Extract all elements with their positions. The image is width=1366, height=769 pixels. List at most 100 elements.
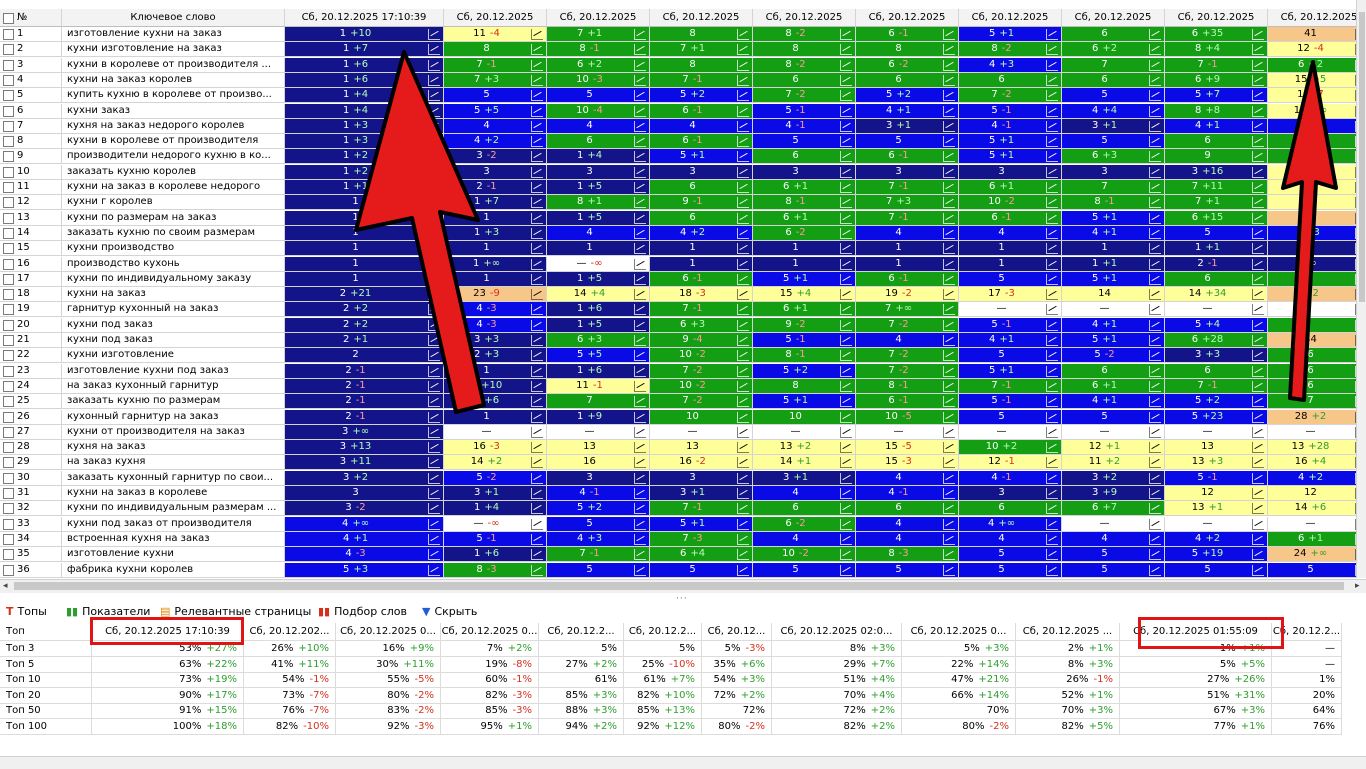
sparkline-icon[interactable] (428, 442, 440, 454)
sparkline-icon[interactable] (840, 120, 852, 132)
sparkline-icon[interactable] (428, 488, 440, 499)
position-cell[interactable]: 9 -1 (650, 195, 753, 211)
sparkline-icon[interactable] (1252, 564, 1264, 576)
position-cell[interactable]: 19 -2 (856, 287, 959, 303)
position-cell[interactable]: 14 +6 (1268, 501, 1366, 517)
position-cell[interactable]: 9 -4 (650, 333, 753, 348)
keyword-cell[interactable]: кухни по индивидуальному заказу (62, 271, 285, 287)
sparkline-icon[interactable] (943, 182, 955, 193)
sparkline-icon[interactable] (1252, 380, 1264, 392)
position-cell[interactable]: 5 +5 (547, 348, 650, 364)
position-cell[interactable]: 6 +1 (753, 180, 856, 195)
row-number-cell[interactable]: 19 (0, 302, 62, 318)
position-cell[interactable]: 5-1 (444, 531, 547, 547)
sparkline-icon[interactable] (840, 350, 852, 362)
table-row[interactable]: 28 кухня на заказ 3 +13 16 -3 13 13 13 +2 15 -5 10 +2… (0, 440, 1366, 456)
tops-column-header-date[interactable]: Сб, 20.12.202... (244, 623, 336, 641)
sparkline-icon[interactable] (1149, 564, 1161, 576)
keyword-cell[interactable]: кухни под заказ от производителя (62, 516, 285, 532)
row-checkbox-icon[interactable] (3, 44, 14, 56)
position-cell[interactable]: 2 -1 (285, 394, 444, 410)
sparkline-icon[interactable] (634, 488, 646, 499)
column-header-number[interactable]: № (0, 9, 62, 27)
sparkline-icon[interactable] (531, 396, 543, 408)
position-cell[interactable]: 5 +4 (1165, 317, 1268, 333)
sparkline-icon[interactable] (428, 533, 440, 545)
sparkline-icon[interactable] (1252, 59, 1264, 71)
keyword-cell[interactable]: кухни производство (62, 241, 285, 257)
position-cell[interactable]: 15 -5 (856, 440, 959, 456)
position-cell[interactable]: 1 +4 (444, 501, 547, 517)
position-cell[interactable]: 3 +∞ (285, 424, 444, 440)
sparkline-icon[interactable] (634, 243, 646, 255)
sparkline-icon[interactable] (1046, 503, 1058, 515)
sparkline-icon[interactable] (1149, 488, 1161, 499)
position-cell[interactable]: — (1062, 302, 1165, 318)
position-cell[interactable]: 7 -1 (650, 302, 753, 318)
keyword-cell[interactable]: производство кухонь (62, 256, 285, 272)
vertical-scrollbar-thumb[interactable] (1359, 12, 1365, 302)
sparkline-icon[interactable] (840, 442, 852, 454)
sparkline-icon[interactable] (634, 564, 646, 576)
sparkline-icon[interactable] (428, 564, 440, 576)
keyword-cell[interactable]: кухня на заказ недорого королев (62, 118, 285, 134)
sparkline-icon[interactable] (1046, 120, 1058, 132)
sparkline-icon[interactable] (840, 564, 852, 576)
sparkline-icon[interactable] (531, 197, 543, 209)
sparkline-icon[interactable] (531, 503, 543, 515)
sparkline-icon[interactable] (634, 182, 646, 193)
position-cell[interactable]: 8 +4 (1165, 42, 1268, 58)
sparkline-icon[interactable] (943, 44, 955, 56)
position-cell[interactable]: 5 (1165, 225, 1268, 241)
sparkline-icon[interactable] (737, 350, 749, 362)
position-cell[interactable]: 3 (650, 164, 753, 180)
position-cell[interactable]: 7 -1 (856, 210, 959, 226)
position-cell[interactable]: 16 (547, 455, 650, 471)
keyword-cell[interactable]: кухни на заказ королев (62, 72, 285, 88)
position-cell[interactable]: 6 -2 (753, 225, 856, 241)
sparkline-icon[interactable] (943, 411, 955, 423)
sparkline-icon[interactable] (1149, 304, 1161, 316)
panel-splitter-icon[interactable]: ··· (676, 594, 688, 604)
sparkline-icon[interactable] (1252, 488, 1264, 499)
position-cell[interactable]: 4 +3 (959, 57, 1062, 73)
position-cell[interactable]: 7 -2 (753, 88, 856, 104)
position-cell[interactable]: 8 -2 (753, 27, 856, 42)
position-cell[interactable]: 8 (753, 42, 856, 58)
position-cell[interactable]: 8 -3 (444, 562, 547, 578)
position-cell[interactable]: 4 -1 (753, 118, 856, 134)
position-cell[interactable]: 4 (753, 486, 856, 501)
position-cell[interactable]: 3 (650, 470, 753, 486)
position-cell[interactable]: 7 -2 (959, 88, 1062, 104)
keyword-cell[interactable]: кухонный гарнитур на заказ (62, 409, 285, 425)
sparkline-icon[interactable] (1149, 105, 1161, 117)
sparkline-icon[interactable] (428, 549, 440, 561)
position-cell[interactable]: 5 (1062, 88, 1165, 104)
sparkline-icon[interactable] (1252, 289, 1264, 301)
position-cell[interactable]: 1 +3 (444, 225, 547, 241)
row-number-cell[interactable]: 30 (0, 470, 62, 486)
keyword-cell[interactable]: кухни под заказ (62, 317, 285, 333)
sparkline-icon[interactable] (943, 227, 955, 239)
sparkline-icon[interactable] (737, 90, 749, 102)
sparkline-icon[interactable] (634, 105, 646, 117)
sparkline-icon[interactable] (1046, 182, 1058, 193)
table-row[interactable]: 2 кухни изготовление на заказ 1 +7 8 8 -1 7 +1 8 8… (0, 42, 1366, 58)
table-row[interactable]: 20 кухни под заказ 2 +2 4 -3 1 +5 6 +3 9 -2 7 -2 5 -1 4 +… (0, 317, 1366, 333)
position-cell[interactable]: 6 (959, 72, 1062, 88)
position-cell[interactable]: 5 (444, 88, 547, 104)
sparkline-icon[interactable] (531, 533, 543, 545)
sparkline-icon[interactable] (1252, 74, 1264, 86)
sparkline-icon[interactable] (1149, 442, 1161, 454)
sparkline-icon[interactable] (943, 136, 955, 148)
sparkline-icon[interactable] (1046, 243, 1058, 255)
position-cell[interactable]: 1 +5 (547, 271, 650, 287)
position-cell[interactable]: 4 (959, 531, 1062, 547)
position-cell[interactable]: 5 (1062, 409, 1165, 425)
sparkline-icon[interactable] (737, 457, 749, 469)
keyword-cell[interactable]: кухни по размерам на заказ (62, 210, 285, 226)
sparkline-icon[interactable] (1046, 105, 1058, 117)
sparkline-icon[interactable] (737, 564, 749, 576)
sparkline-icon[interactable] (737, 380, 749, 392)
position-cell[interactable]: 4 +∞ (285, 516, 444, 532)
